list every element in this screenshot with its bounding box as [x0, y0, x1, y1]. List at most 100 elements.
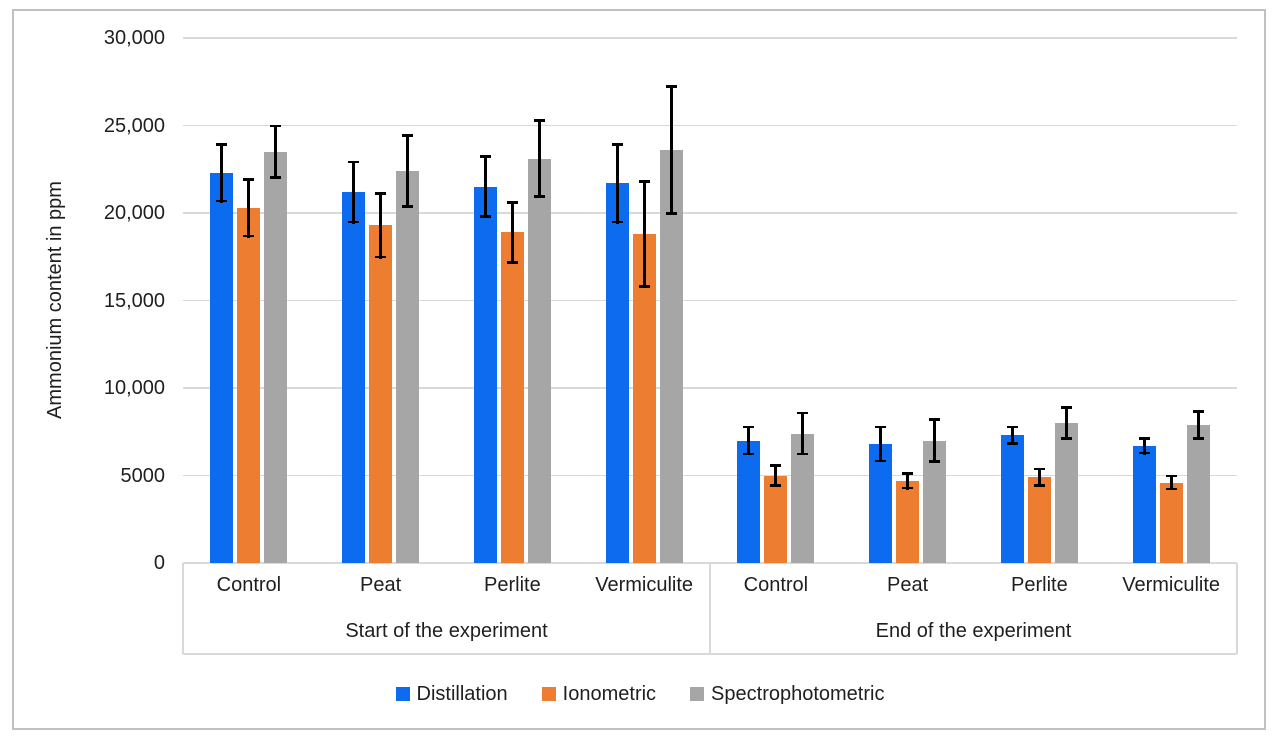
- error-bar-cap: [902, 486, 914, 490]
- error-bar-cap: [875, 459, 887, 463]
- bar-spectrophotometric: [923, 440, 947, 563]
- bar-distillation: [869, 444, 893, 563]
- bar-ionometric: [237, 207, 261, 563]
- error-bar-cap: [270, 124, 282, 128]
- category-box-line: [182, 563, 184, 654]
- error-bar-line: [1169, 474, 1173, 491]
- error-bar-line: [1010, 425, 1014, 445]
- error-bar-cap: [797, 411, 809, 415]
- error-bar-cap: [1165, 487, 1177, 491]
- error-bar-cap: [638, 285, 650, 289]
- error-bar-cap: [797, 452, 809, 456]
- category-label: Control: [216, 574, 282, 596]
- bar-spectrophotometric: [527, 158, 551, 563]
- category-label: Peat: [360, 574, 402, 596]
- gridline: [183, 37, 1237, 39]
- error-bar-line: [247, 178, 251, 238]
- error-bar-cap: [348, 160, 360, 164]
- legend-label: Spectrophotometric: [711, 682, 885, 705]
- error-bar-cap: [1138, 451, 1150, 455]
- legend-item-ionometric: Ionometric: [541, 683, 656, 706]
- error-bar-line: [615, 143, 619, 224]
- legend-item-spectrophotometric: Spectrophotometric: [690, 683, 884, 706]
- error-bar-line: [1142, 437, 1146, 455]
- error-bar-line: [933, 417, 937, 464]
- error-bar-cap: [929, 417, 941, 421]
- error-bar-line: [510, 200, 514, 264]
- error-bar-cap: [375, 255, 387, 259]
- error-bar-cap: [506, 260, 518, 264]
- category-box-line: [1236, 563, 1238, 654]
- legend-label: Distillation: [416, 682, 508, 705]
- error-bar-line: [220, 143, 224, 203]
- error-bar-line: [642, 179, 646, 289]
- error-bar-line: [406, 134, 410, 208]
- category-label: Perlite: [1011, 574, 1068, 596]
- error-bar-line: [379, 192, 383, 259]
- error-bar-cap: [611, 143, 623, 146]
- error-bar-cap: [1192, 409, 1204, 413]
- error-bar-cap: [665, 85, 677, 89]
- error-bar-cap: [1006, 425, 1018, 429]
- bar-ionometric: [1159, 482, 1183, 563]
- gridline: [183, 562, 1237, 564]
- legend: Distillation Ionometric Spectrophotometric: [0, 679, 1280, 709]
- y-tick-label: 15,000: [103, 289, 165, 312]
- error-bar-cap: [743, 425, 755, 429]
- error-bar-cap: [1060, 436, 1072, 440]
- group-label: Start of the experiment: [345, 620, 548, 642]
- legend-swatch: [690, 687, 705, 701]
- bar-ionometric: [764, 475, 788, 563]
- bar-distillation: [342, 192, 366, 563]
- category-label: Vermiculite: [1122, 574, 1221, 596]
- error-bar-line: [1064, 406, 1068, 440]
- bar-distillation: [1132, 445, 1156, 563]
- error-bar-cap: [375, 192, 387, 195]
- bar-ionometric: [632, 234, 656, 563]
- legend-item-distillation: Distillation: [395, 682, 508, 706]
- error-bar-line: [352, 160, 356, 224]
- bar-distillation: [210, 172, 234, 563]
- error-bar-line: [747, 425, 751, 456]
- bar-ionometric: [369, 225, 393, 563]
- y-tick-label: 30,000: [103, 27, 165, 49]
- error-bar-cap: [479, 215, 491, 219]
- error-bar-cap: [611, 220, 623, 224]
- error-bar-cap: [665, 211, 677, 215]
- group-label: End of the experiment: [875, 620, 1072, 642]
- bar-spectrophotometric: [791, 433, 815, 563]
- error-bar-cap: [1165, 474, 1177, 478]
- gridline: [183, 124, 1237, 127]
- error-bar-cap: [270, 176, 282, 179]
- error-bar-cap: [243, 234, 255, 238]
- error-bar-line: [483, 155, 487, 219]
- error-bar-line: [1196, 409, 1200, 440]
- gridline: [183, 299, 1237, 302]
- error-bar-line: [879, 425, 883, 463]
- error-bar-line: [274, 124, 278, 179]
- bar-spectrophotometric: [396, 171, 420, 563]
- bar-spectrophotometric: [1054, 423, 1078, 563]
- error-bar-cap: [1006, 442, 1018, 445]
- error-bar-cap: [402, 204, 414, 208]
- bar-ionometric: [896, 480, 920, 563]
- error-bar-cap: [875, 425, 887, 429]
- bar-spectrophotometric: [1186, 424, 1210, 563]
- error-bar-line: [801, 411, 805, 456]
- error-bar-cap: [216, 143, 228, 146]
- error-bar-cap: [1138, 437, 1150, 440]
- bar-distillation: [473, 186, 497, 563]
- error-bar-line: [1037, 467, 1041, 487]
- y-tick-label: 10,000: [103, 377, 165, 399]
- bar-distillation: [605, 183, 629, 563]
- category-box-line: [709, 563, 711, 654]
- bar-ionometric: [500, 232, 524, 563]
- error-bar-line: [774, 464, 778, 487]
- error-bar-line: [906, 472, 910, 490]
- error-bar-cap: [243, 178, 255, 181]
- category-label: Control: [743, 574, 809, 596]
- y-tick-label: 25,000: [103, 114, 165, 137]
- error-bar-cap: [1192, 436, 1204, 440]
- error-bar-line: [537, 119, 541, 199]
